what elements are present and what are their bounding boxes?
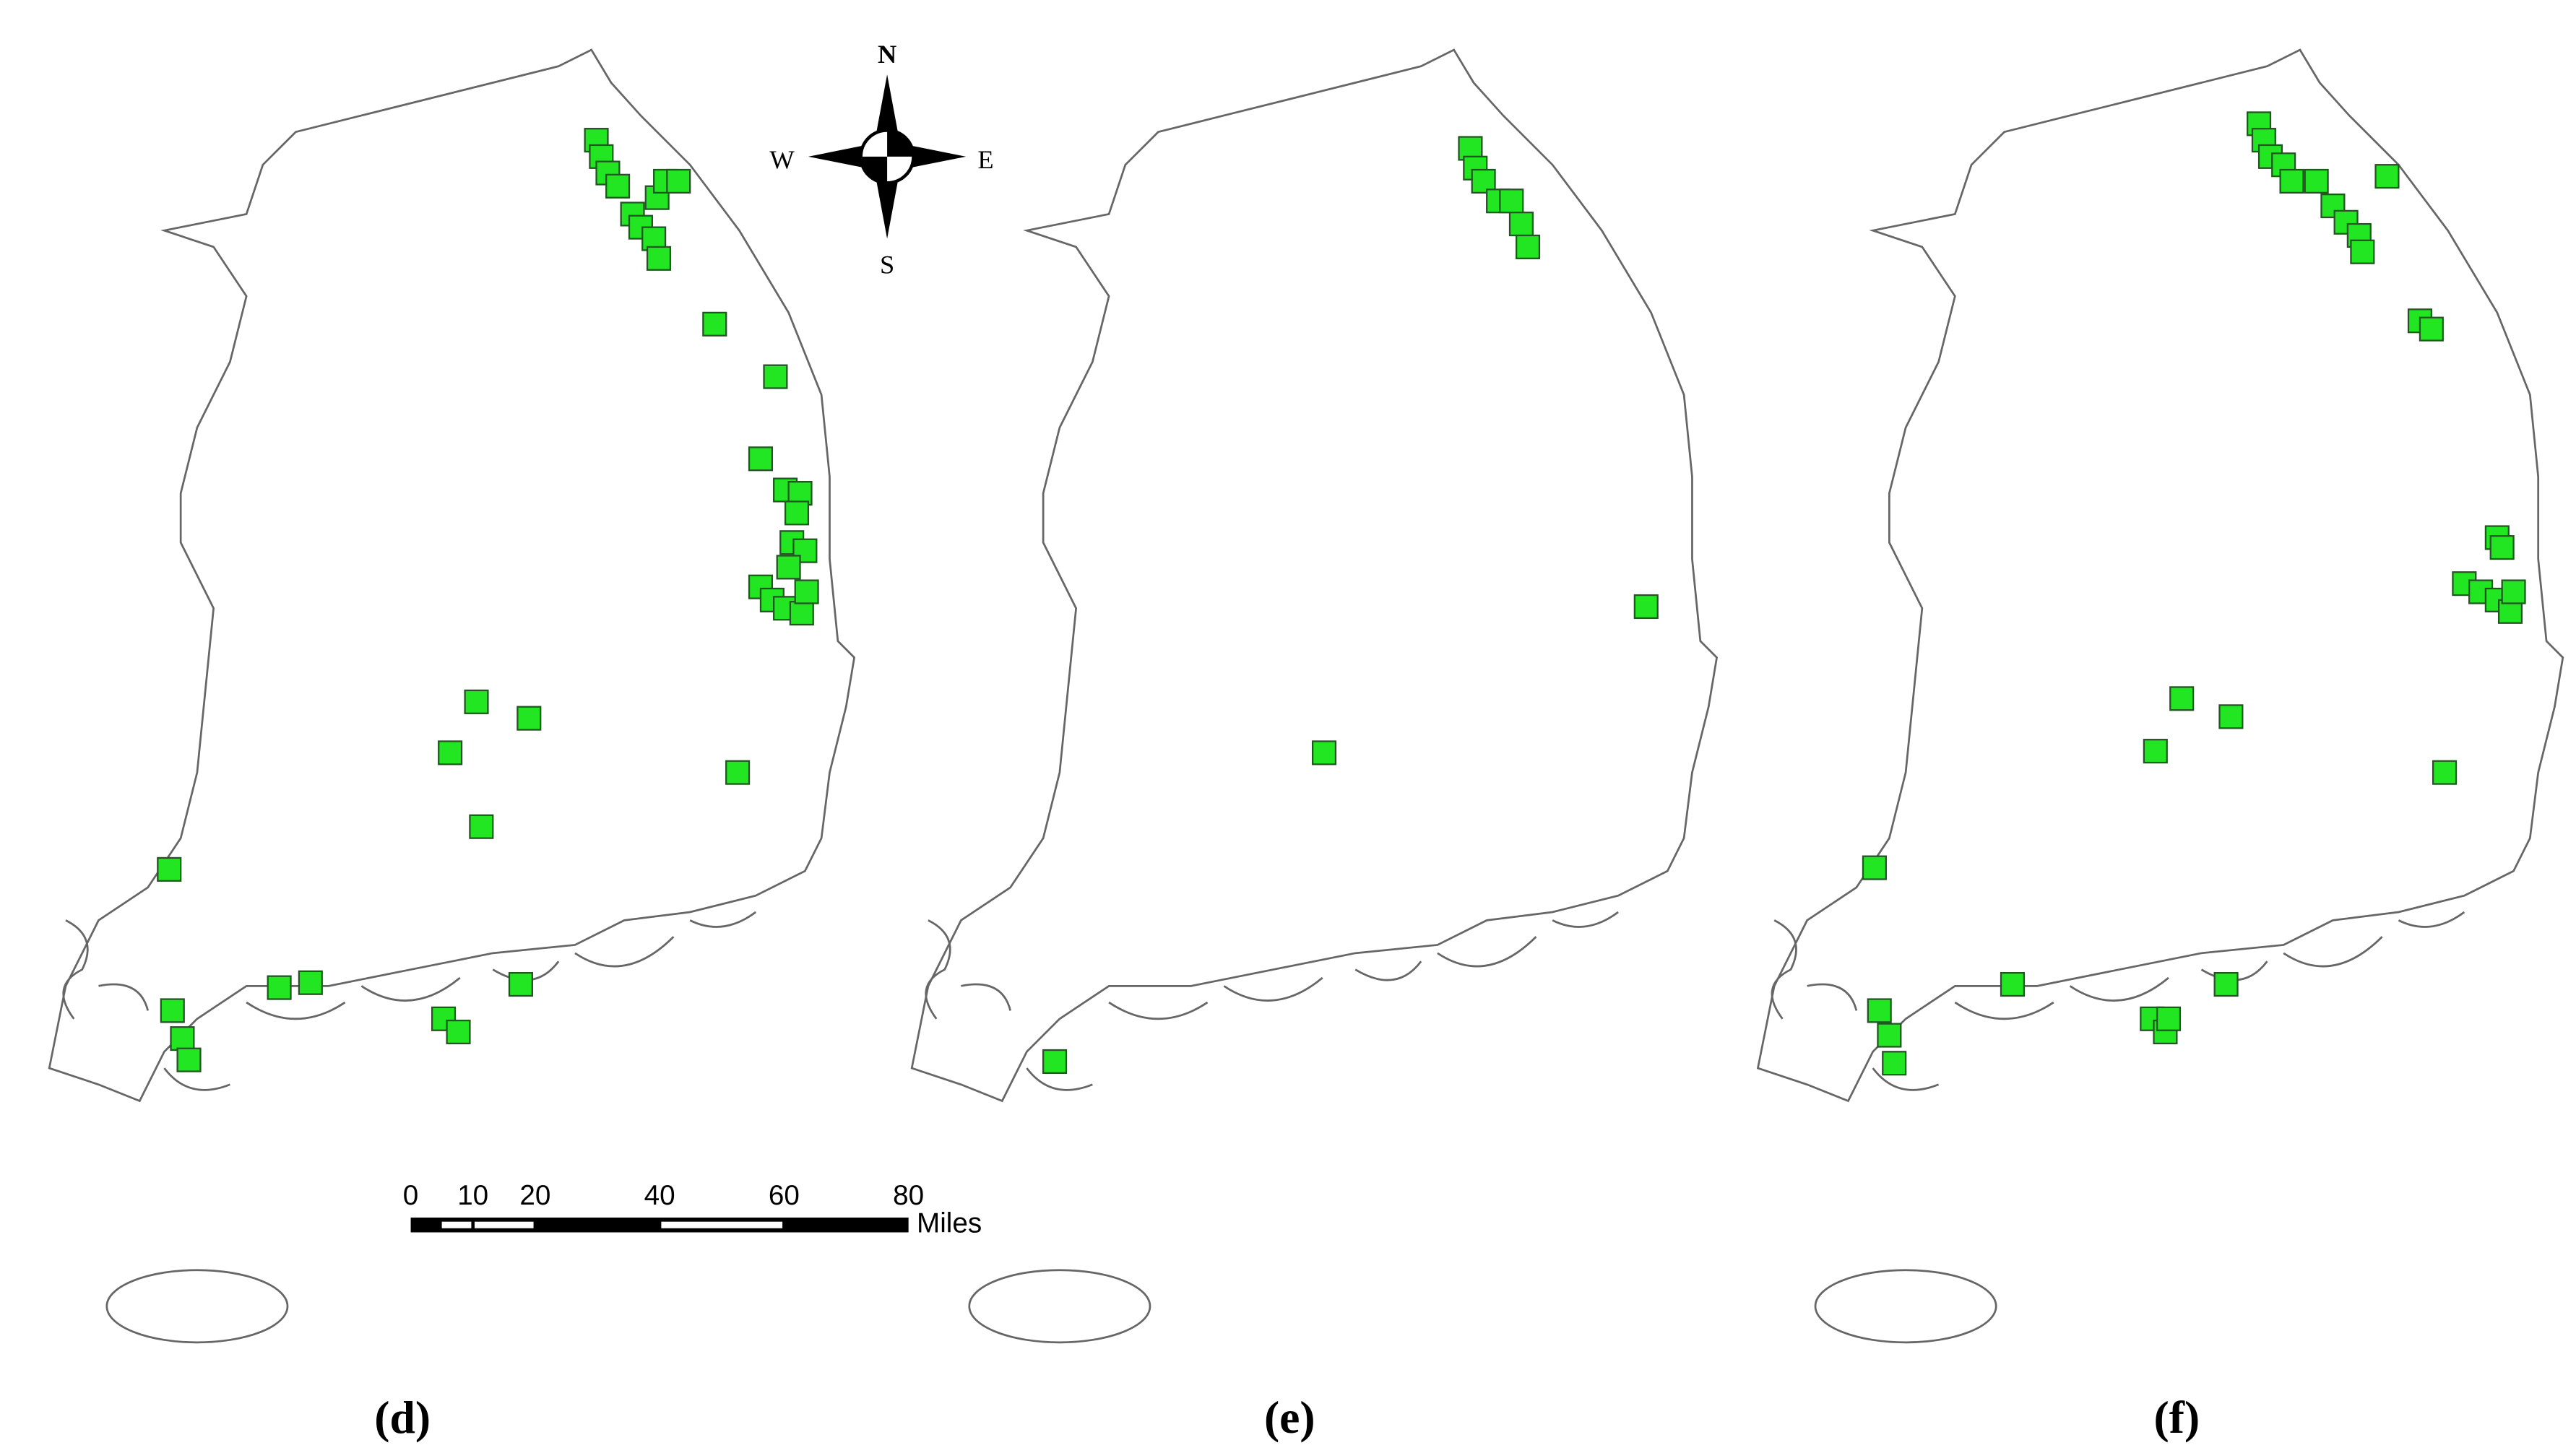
scale-label: 40 [644, 1180, 675, 1211]
map-outline [910, 48, 1718, 1344]
site-marker [763, 364, 788, 389]
scale-label: 80 [893, 1180, 924, 1211]
site-marker [2143, 739, 2168, 764]
site-marker [2218, 704, 2244, 729]
site-marker [2169, 686, 2195, 711]
site-marker [517, 706, 542, 731]
map-outline [48, 48, 855, 1344]
site-marker [725, 760, 751, 785]
compass-label: N [878, 40, 896, 69]
site-marker [2501, 579, 2526, 604]
site-marker [1862, 855, 1887, 880]
site-marker [1311, 740, 1337, 765]
site-marker [2320, 194, 2346, 219]
compass: N S W E [769, 40, 993, 279]
site-marker [267, 975, 292, 1000]
site-marker [784, 500, 810, 526]
site-marker [1633, 594, 1659, 620]
site-marker [666, 168, 691, 194]
map-outline [1757, 48, 2564, 1344]
site-marker [438, 740, 463, 765]
scale-label: 60 [769, 1180, 800, 1211]
site-marker [776, 555, 801, 580]
site-marker [1508, 212, 1534, 237]
site-marker [298, 970, 323, 995]
compass-label: E [977, 145, 993, 174]
site-marker [170, 1026, 195, 1051]
site-marker [1515, 234, 1541, 259]
panel-label: (d) [374, 1392, 431, 1443]
scale-frame [410, 1217, 909, 1233]
site-marker [1499, 188, 1524, 214]
panel-labels: (d) (e) (f) [374, 1392, 2200, 1443]
site-marker [160, 998, 185, 1023]
site-marker [646, 246, 672, 271]
site-marker [748, 446, 774, 472]
site-marker [157, 856, 182, 882]
compass-label: S [880, 250, 894, 279]
site-marker [2333, 209, 2359, 235]
scale-segment [474, 1221, 534, 1228]
site-marker [176, 1047, 202, 1072]
panel-label: (e) [1264, 1392, 1315, 1443]
site-marker [446, 1019, 471, 1045]
site-marker [2489, 535, 2515, 560]
compass-label: W [769, 145, 795, 174]
scale-label: 10 [457, 1180, 488, 1211]
site-marker [702, 311, 727, 337]
site-marker [2304, 168, 2329, 194]
site-marker [1877, 1023, 1902, 1048]
panel-label: (f) [2154, 1392, 2200, 1443]
site-marker [2156, 1006, 2182, 1031]
site-marker [1867, 998, 1892, 1023]
scale-label: 0 [403, 1180, 419, 1211]
site-marker [2432, 760, 2458, 785]
site-marker [2374, 164, 2400, 189]
site-marker [508, 971, 533, 997]
site-marker [794, 579, 819, 604]
site-marker [2350, 239, 2375, 264]
site-marker [2213, 971, 2239, 997]
site-marker [605, 173, 631, 199]
scale-segment [661, 1221, 783, 1228]
scale-unit: Miles [917, 1207, 982, 1239]
scale-label: 20 [519, 1180, 550, 1211]
site-marker [2000, 971, 2025, 997]
site-marker [469, 814, 494, 839]
site-marker [2419, 316, 2444, 342]
site-markers [157, 111, 2526, 1076]
site-marker [789, 601, 814, 626]
scale-segment [441, 1221, 472, 1228]
site-marker [1882, 1051, 1907, 1076]
site-marker [464, 689, 489, 714]
site-marker [1042, 1049, 1068, 1075]
site-marker [2279, 168, 2304, 194]
